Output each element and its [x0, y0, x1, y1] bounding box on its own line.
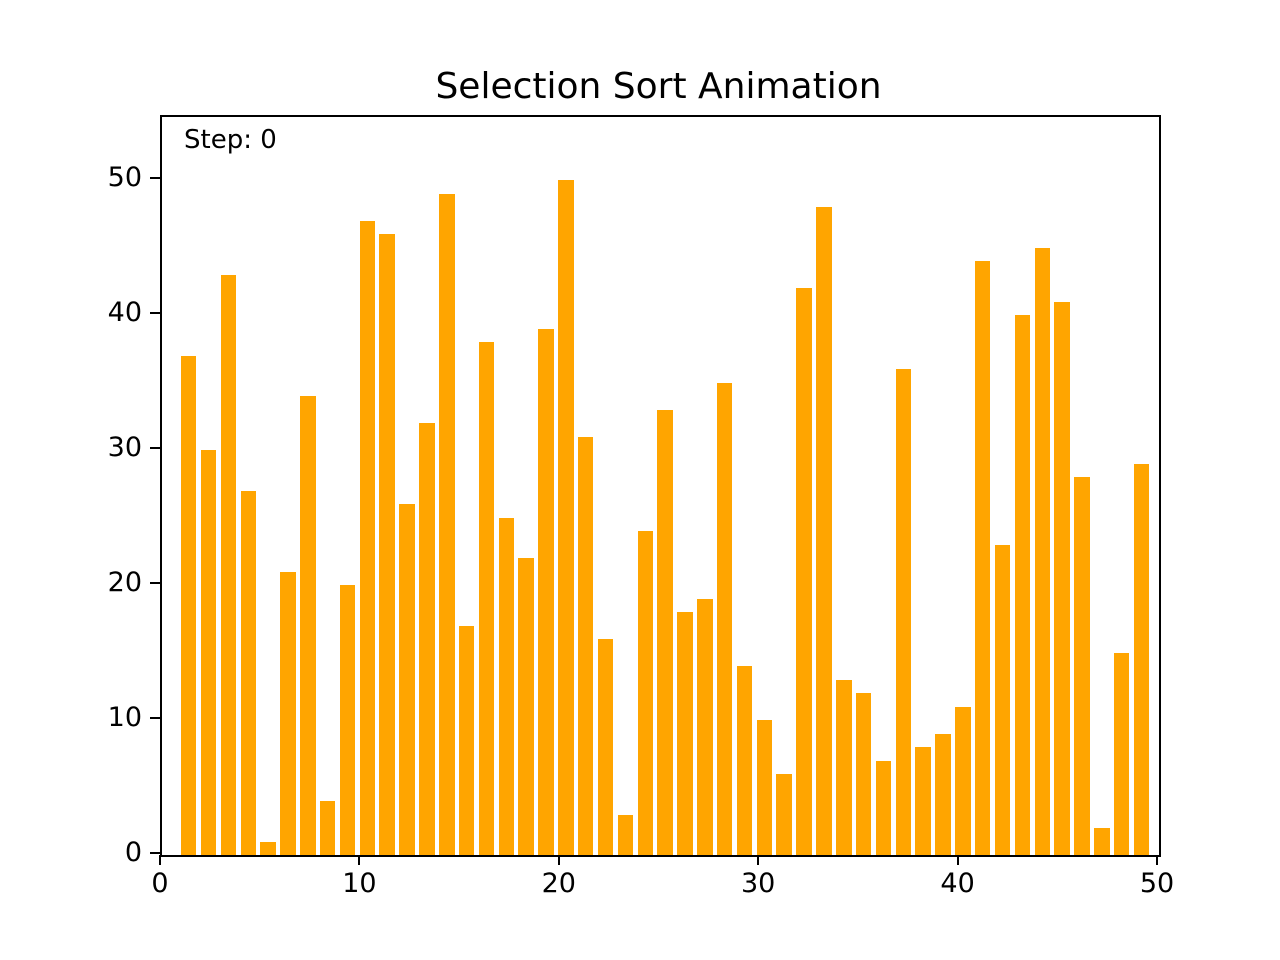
bar [419, 423, 435, 855]
bar [816, 207, 832, 855]
bar [439, 193, 455, 855]
bar [1094, 828, 1110, 855]
bar [875, 760, 892, 855]
plot-area: Step: 0 [160, 115, 1161, 857]
bar [637, 531, 653, 855]
bar [379, 234, 395, 855]
bar [1133, 463, 1150, 855]
bar [697, 598, 713, 855]
bar [478, 342, 495, 855]
x-tick-label: 0 [151, 868, 169, 899]
y-tick-label: 0 [124, 837, 142, 868]
bar [955, 706, 971, 855]
bar [994, 544, 1011, 855]
bar [935, 733, 951, 855]
bar [359, 220, 376, 855]
bar [677, 612, 693, 855]
bar [240, 490, 256, 855]
bar [498, 517, 515, 855]
step-label: Step: 0 [184, 125, 277, 155]
bar [200, 450, 217, 855]
y-tick-mark [150, 852, 160, 854]
y-tick-label: 50 [107, 162, 142, 193]
bar [339, 585, 356, 855]
bar [458, 625, 475, 855]
bar [538, 328, 554, 855]
y-tick-label: 20 [107, 567, 142, 598]
bar [915, 747, 931, 855]
bar [855, 693, 872, 855]
bar [518, 558, 534, 855]
x-tick-label: 20 [541, 868, 576, 899]
bar [1074, 477, 1090, 855]
x-tick-mark [1156, 855, 1158, 865]
chart-title: Selection Sort Animation [435, 66, 882, 107]
x-tick-mark [557, 855, 560, 865]
x-tick-label: 30 [741, 868, 776, 899]
bar [577, 436, 594, 855]
bar [558, 180, 574, 855]
bar [1113, 652, 1130, 855]
bar [300, 396, 316, 855]
y-tick-mark [150, 717, 160, 719]
bar [836, 679, 852, 855]
x-tick-label: 50 [1139, 868, 1175, 899]
x-tick-label: 40 [940, 868, 975, 899]
bar [716, 382, 733, 855]
x-tick-mark [956, 855, 959, 865]
bar [617, 814, 634, 855]
bar [399, 504, 415, 855]
bar [657, 409, 673, 855]
x-tick-mark [358, 855, 361, 865]
x-tick-mark [757, 855, 760, 865]
bar [974, 261, 991, 855]
bar [319, 801, 336, 855]
x-tick-mark [159, 855, 161, 865]
y-tick-label: 10 [107, 702, 142, 733]
y-tick-label: 40 [107, 297, 142, 328]
y-tick-mark [150, 582, 160, 584]
bar [597, 639, 614, 855]
bar [736, 666, 753, 855]
bar [180, 355, 197, 855]
bar [776, 774, 792, 855]
y-tick-label: 30 [107, 432, 142, 463]
y-tick-mark [150, 312, 160, 314]
bar [1054, 301, 1070, 855]
y-tick-mark [150, 177, 160, 179]
bar [1014, 315, 1031, 855]
bar [220, 274, 237, 855]
bar [756, 720, 773, 855]
bar [1034, 247, 1050, 855]
bar [796, 288, 812, 855]
bar [260, 841, 276, 855]
bar [895, 369, 912, 855]
bar [280, 571, 296, 855]
y-tick-mark [150, 447, 160, 449]
x-tick-label: 10 [342, 868, 377, 899]
